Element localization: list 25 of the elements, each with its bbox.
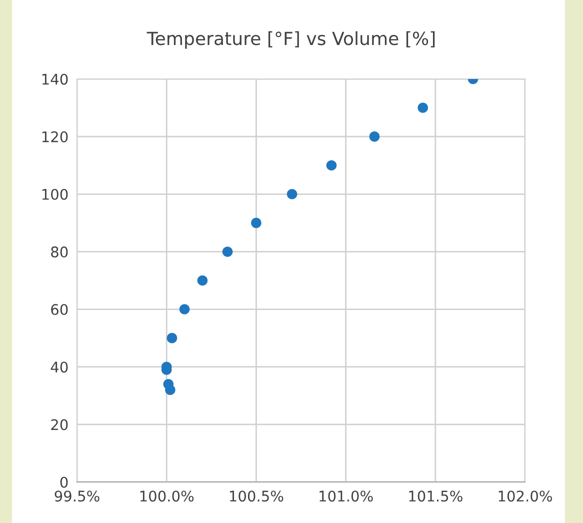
point xyxy=(165,384,176,396)
x-tick-label: 100.5% xyxy=(230,490,284,502)
point xyxy=(166,332,178,344)
point xyxy=(179,304,190,314)
x-tick-label: 101.0% xyxy=(320,490,373,502)
chart-title: Temperature [°F] vs Volume [%] xyxy=(146,31,435,49)
y-tick-label: 80 xyxy=(51,246,68,258)
point xyxy=(286,188,298,200)
x-tick-label: 100.0% xyxy=(140,490,194,502)
y-tick-label: 100 xyxy=(42,188,68,200)
x-tick-label: 101.5% xyxy=(409,490,462,502)
y-tick-label: 60 xyxy=(51,304,68,316)
y-tick-label: 140 xyxy=(42,74,68,85)
x-tick-label: 102.0% xyxy=(498,490,552,502)
point xyxy=(369,131,380,142)
y-tick-label: 40 xyxy=(50,362,68,373)
point xyxy=(326,160,337,171)
y-tick-label: 120 xyxy=(42,131,68,142)
y-tick-label: 20 xyxy=(51,419,68,430)
y-tick-label: 0 xyxy=(60,476,68,488)
point xyxy=(197,275,208,286)
point xyxy=(222,246,233,257)
x-tick-label: 99.5% xyxy=(54,490,100,502)
point xyxy=(251,218,262,228)
point xyxy=(418,102,428,113)
